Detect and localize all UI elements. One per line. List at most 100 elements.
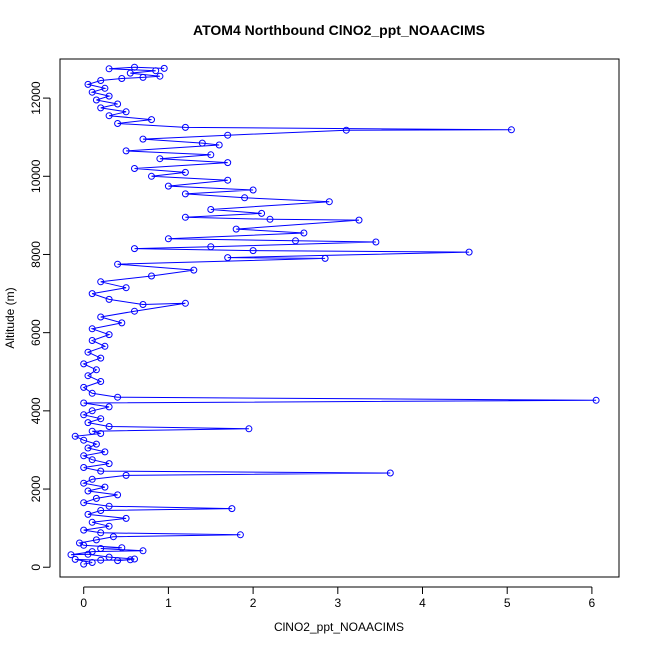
data-point <box>80 411 88 419</box>
series-line <box>70 66 597 565</box>
data-point <box>152 67 160 75</box>
data-point <box>92 494 100 502</box>
data-point <box>80 541 88 549</box>
data-point <box>88 88 96 96</box>
data-point <box>386 469 394 477</box>
data-point <box>114 100 122 108</box>
data-point <box>131 165 138 172</box>
data-point <box>97 278 105 286</box>
data-point <box>71 555 79 563</box>
data-point <box>122 514 130 522</box>
data-point <box>80 499 88 507</box>
data-point <box>245 425 253 433</box>
data-point <box>207 151 215 159</box>
data-point <box>88 427 96 435</box>
data-point <box>105 295 113 303</box>
data-point <box>88 325 96 333</box>
data-point <box>101 483 109 491</box>
data-point <box>84 444 92 452</box>
data-point <box>139 547 147 555</box>
data-point <box>224 254 232 262</box>
data-point <box>148 272 155 280</box>
data-point <box>118 544 126 552</box>
data-point <box>105 553 113 561</box>
data-point <box>109 533 117 541</box>
data-point <box>156 72 164 80</box>
data-point <box>101 342 109 350</box>
data-point <box>114 260 122 268</box>
data-point <box>325 198 333 206</box>
data-point <box>249 247 257 255</box>
data-point <box>105 331 113 339</box>
y-tick-label: 0 <box>29 564 43 571</box>
data-point <box>156 155 164 163</box>
data-point <box>105 92 113 100</box>
data-point <box>292 237 299 245</box>
data-point <box>97 467 105 475</box>
data-point <box>97 529 105 537</box>
data-point <box>101 84 109 92</box>
data-point <box>97 77 105 84</box>
data-point <box>224 131 232 139</box>
data-point <box>88 518 96 526</box>
data-point <box>80 452 88 460</box>
data-point <box>84 510 92 518</box>
data-point <box>131 63 138 71</box>
data-point <box>114 120 122 127</box>
data-point <box>258 209 266 217</box>
data-point <box>105 403 113 411</box>
data-point <box>118 319 126 327</box>
y-tick-label: 12000 <box>29 81 43 115</box>
data-point <box>249 186 257 194</box>
data-point <box>88 389 96 397</box>
data-point <box>97 354 105 362</box>
data-point <box>114 393 122 401</box>
data-point <box>84 487 92 495</box>
x-tick-label: 1 <box>165 596 172 610</box>
data-point <box>88 456 96 464</box>
data-point <box>88 548 96 556</box>
data-point <box>114 557 122 565</box>
data-point <box>148 172 155 180</box>
data-point <box>80 479 88 487</box>
data-point <box>97 313 105 321</box>
data-point <box>97 415 105 423</box>
data-point <box>76 539 83 547</box>
data-point <box>105 522 113 530</box>
data-point <box>92 536 100 544</box>
data-point <box>105 423 113 430</box>
data-point <box>105 112 113 120</box>
data-point <box>181 123 189 131</box>
data-point <box>122 147 130 155</box>
x-tick-label: 3 <box>334 596 341 610</box>
data-point <box>92 366 100 374</box>
data-point <box>80 526 88 534</box>
data-point <box>507 126 515 134</box>
data-point <box>105 460 113 468</box>
data-point <box>67 551 75 559</box>
data-point <box>215 141 223 149</box>
data-point <box>71 432 79 440</box>
data-point <box>122 108 130 116</box>
data-point <box>131 307 138 315</box>
data-point <box>118 75 126 82</box>
data-point <box>164 235 172 243</box>
x-tick-label: 4 <box>419 596 426 610</box>
data-point <box>160 64 168 72</box>
data-point <box>88 559 96 566</box>
data-point <box>122 471 130 479</box>
data-point <box>97 556 105 564</box>
data-point <box>207 206 215 213</box>
data-point <box>321 254 329 262</box>
data-point <box>92 440 100 448</box>
data-point <box>126 556 134 564</box>
data-point <box>80 560 88 568</box>
data-point <box>97 545 105 552</box>
data-point <box>97 430 105 437</box>
data-point <box>88 290 96 298</box>
data-point <box>198 139 206 147</box>
x-axis-label: ClNO2_ppt_NOAACIMS <box>274 620 404 634</box>
y-tick-label: 10000 <box>29 159 43 193</box>
data-point <box>84 419 92 427</box>
data-point <box>97 104 105 112</box>
